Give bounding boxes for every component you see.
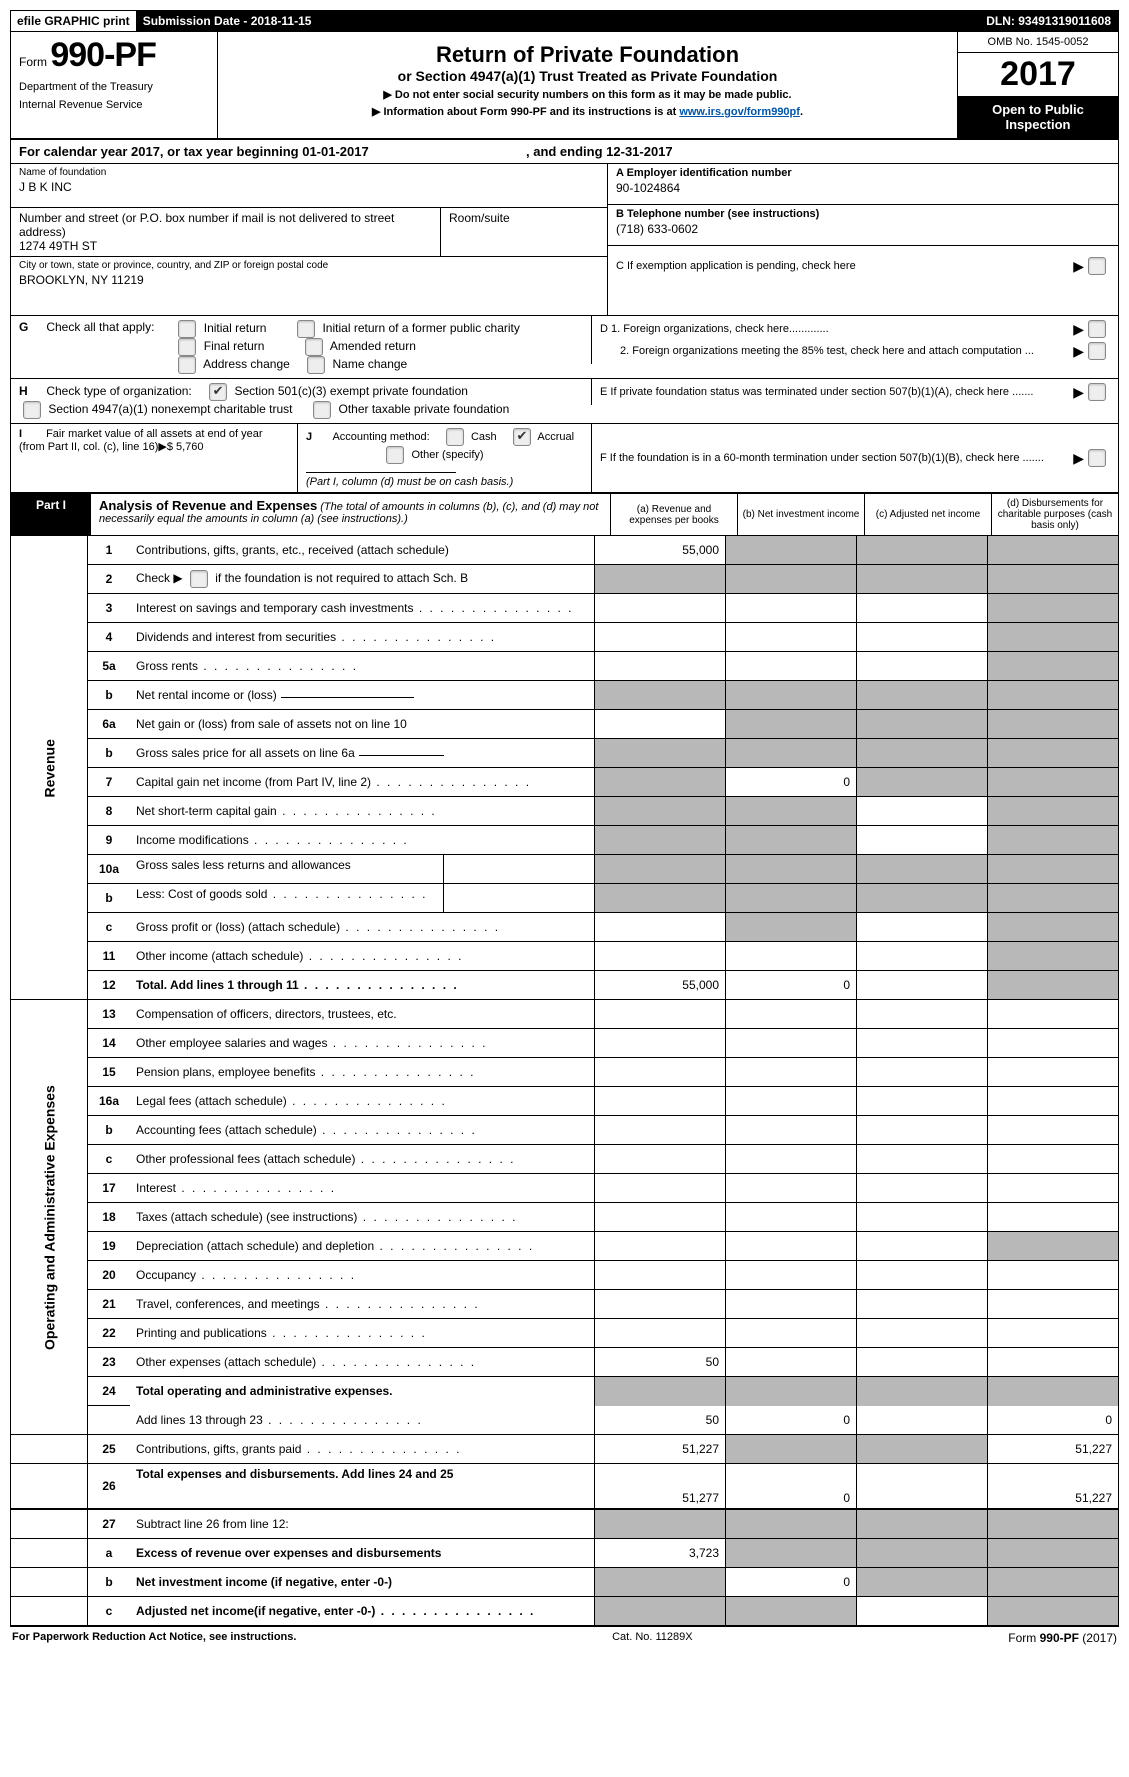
line25-d: 51,227 <box>988 1435 1119 1464</box>
line1-a: 55,000 <box>595 536 726 565</box>
form-prefix: Form <box>19 55 47 69</box>
form-title: Return of Private Foundation <box>224 42 951 68</box>
note-ssn: ▶ Do not enter social security numbers o… <box>224 88 951 101</box>
city-state-zip: BROOKLYN, NY 11219 <box>19 273 599 287</box>
line24-a: 50 <box>595 1406 726 1435</box>
cash-checkbox[interactable] <box>446 428 464 446</box>
amended-return-checkbox[interactable] <box>305 338 323 356</box>
final-return-checkbox[interactable] <box>178 338 196 356</box>
f-label: F If the foundation is in a 60-month ter… <box>600 452 1073 464</box>
arrow-icon: ▶ <box>1073 258 1084 275</box>
line25-a: 51,227 <box>595 1435 726 1464</box>
line23-a: 50 <box>595 1348 726 1377</box>
j-note: (Part I, column (d) must be on cash basi… <box>306 476 513 488</box>
line12-b: 0 <box>726 971 857 1000</box>
line27b-b: 0 <box>726 1568 857 1597</box>
col-c-header: (c) Adjusted net income <box>864 494 991 535</box>
exemption-checkbox[interactable] <box>1088 257 1106 275</box>
initial-return-checkbox[interactable] <box>178 320 196 338</box>
form-subtitle: or Section 4947(a)(1) Trust Treated as P… <box>224 68 951 84</box>
line7-b: 0 <box>726 768 857 797</box>
section-h-e: H Check type of organization: Section 50… <box>10 379 1119 424</box>
dept-treasury: Department of the Treasury <box>19 81 209 93</box>
expenses-side-label: Operating and Administrative Expenses <box>11 1000 88 1435</box>
phone-value: (718) 633-0602 <box>616 222 1110 236</box>
part-title: Analysis of Revenue and Expenses <box>99 498 317 513</box>
e-label: E If private foundation status was termi… <box>600 386 1073 398</box>
page-footer: For Paperwork Reduction Act Notice, see … <box>10 1626 1119 1649</box>
d1-label: D 1. Foreign organizations, check here..… <box>600 323 1073 335</box>
initial-former-checkbox[interactable] <box>297 320 315 338</box>
submission-date: Submission Date - 2018-11-15 <box>137 11 319 31</box>
city-label: City or town, state or province, country… <box>19 260 599 271</box>
revenue-side-label: Revenue <box>11 536 88 1000</box>
footer-mid: Cat. No. 11289X <box>612 1631 693 1645</box>
open-inspection: Open to Public Inspection <box>958 96 1118 138</box>
dln: DLN: 93491319011608 <box>980 11 1118 31</box>
section-g-d: G Check all that apply: Initial return I… <box>10 316 1119 379</box>
footer-left: For Paperwork Reduction Act Notice, see … <box>12 1631 296 1645</box>
line27a-a: 3,723 <box>595 1539 726 1568</box>
e-checkbox[interactable] <box>1088 383 1106 401</box>
section-ijf: I Fair market value of all assets at end… <box>10 424 1119 494</box>
f-checkbox[interactable] <box>1088 449 1106 467</box>
other-method-checkbox[interactable] <box>386 446 404 464</box>
part-label: Part I <box>11 494 91 535</box>
line24-d: 0 <box>988 1406 1119 1435</box>
name-label: Name of foundation <box>19 167 599 178</box>
address-change-checkbox[interactable] <box>178 356 196 374</box>
col-d-header: (d) Disbursements for charitable purpose… <box>991 494 1118 535</box>
d2-checkbox[interactable] <box>1088 342 1106 360</box>
street-address: 1274 49TH ST <box>19 239 432 253</box>
calendar-year: For calendar year 2017, or tax year begi… <box>10 138 1119 164</box>
dept-irs: Internal Revenue Service <box>19 99 209 111</box>
ein-label: A Employer identification number <box>616 167 1110 179</box>
col-a-header: (a) Revenue and expenses per books <box>610 494 737 535</box>
fmv-text: Fair market value of all assets at end o… <box>19 428 263 453</box>
col-b-header: (b) Net investment income <box>737 494 864 535</box>
part-1-header: Part I Analysis of Revenue and Expenses … <box>10 494 1119 536</box>
exemption-pending-label: C If exemption application is pending, c… <box>616 260 1073 272</box>
d1-checkbox[interactable] <box>1088 320 1106 338</box>
irs-link[interactable]: www.irs.gov/form990pf <box>679 106 800 118</box>
entity-box: Name of foundation J B K INC Number and … <box>10 164 1119 316</box>
accrual-checkbox[interactable] <box>513 428 531 446</box>
note-link: ▶ Information about Form 990-PF and its … <box>224 105 951 118</box>
phone-label: B Telephone number (see instructions) <box>616 208 1110 220</box>
part-1-table: Revenue 1 Contributions, gifts, grants, … <box>10 536 1119 1626</box>
d2-label: 2. Foreign organizations meeting the 85%… <box>600 345 1073 357</box>
line26-d: 51,227 <box>988 1464 1119 1510</box>
top-bar: efile GRAPHIC print Submission Date - 20… <box>10 10 1119 32</box>
form-number: 990-PF <box>50 36 156 74</box>
line24-b: 0 <box>726 1406 857 1435</box>
501c3-checkbox[interactable] <box>209 383 227 401</box>
foundation-name: J B K INC <box>19 180 599 194</box>
line26-a: 51,277 <box>595 1464 726 1510</box>
name-change-checkbox[interactable] <box>307 356 325 374</box>
room-label: Room/suite <box>449 211 599 225</box>
omb-number: OMB No. 1545-0052 <box>958 32 1118 53</box>
efile-label: efile GRAPHIC print <box>11 11 137 31</box>
other-taxable-checkbox[interactable] <box>313 401 331 419</box>
tax-year: 2017 <box>958 53 1118 96</box>
schb-checkbox[interactable] <box>190 570 208 588</box>
footer-right: Form 990-PF (2017) <box>1008 1631 1117 1645</box>
line26-b: 0 <box>726 1464 857 1510</box>
ein-value: 90-1024864 <box>616 181 1110 195</box>
form-header: Form 990-PF Department of the Treasury I… <box>10 32 1119 138</box>
4947-checkbox[interactable] <box>23 401 41 419</box>
line12-a: 55,000 <box>595 971 726 1000</box>
addr-label: Number and street (or P.O. box number if… <box>19 211 432 239</box>
